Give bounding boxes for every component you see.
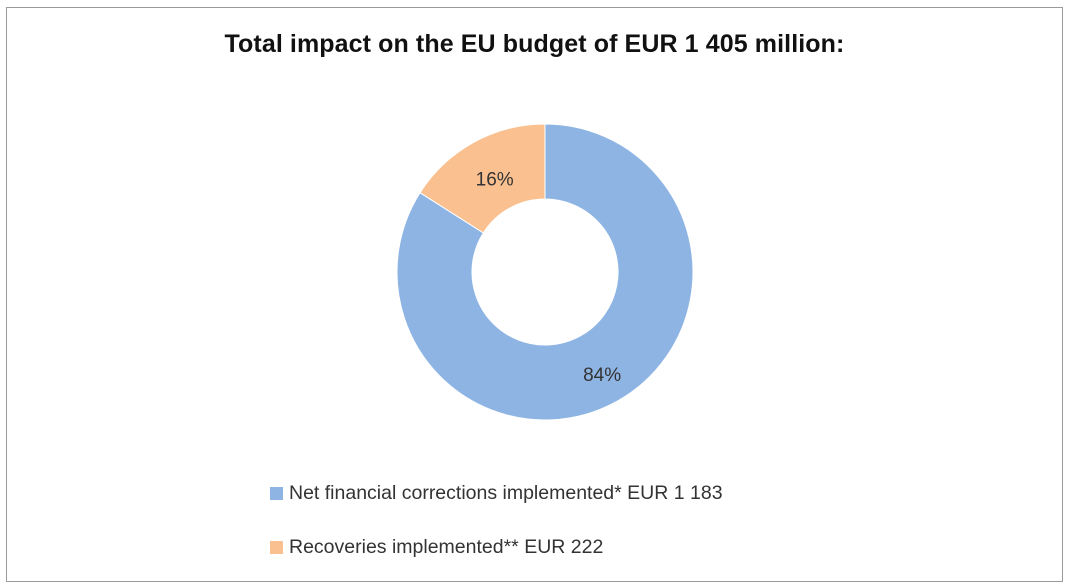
legend-item-net-financial-corrections: Net financial corrections implemented* E… bbox=[270, 478, 723, 508]
legend-label-recoveries: Recoveries implemented** EUR 222 bbox=[289, 535, 604, 558]
data-label-recoveries: 16% bbox=[476, 169, 514, 190]
data-label-net-financial-corrections: 84% bbox=[583, 365, 621, 386]
legend-swatch-net-financial-corrections bbox=[270, 486, 283, 500]
donut-slice-net-financial-corrections bbox=[396, 123, 694, 421]
donut-slice-recoveries bbox=[419, 123, 546, 234]
legend-swatch-recoveries bbox=[270, 540, 283, 554]
chart-legend: Net financial corrections implemented* E… bbox=[270, 478, 723, 586]
chart-frame bbox=[6, 7, 1063, 582]
chart-title: Total impact on the EU budget of EUR 1 4… bbox=[224, 30, 845, 58]
legend-label-net-financial-corrections: Net financial corrections implemented* E… bbox=[289, 481, 723, 504]
legend-item-recoveries: Recoveries implemented** EUR 222 bbox=[270, 532, 723, 562]
